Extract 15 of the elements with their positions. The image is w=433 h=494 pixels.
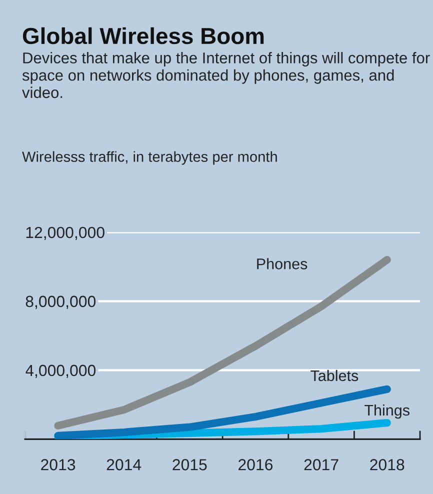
x-tick-label: 2014 <box>106 459 142 470</box>
x-tick-label: 2013 <box>41 459 76 470</box>
x-tick-label: 2018 <box>370 459 404 470</box>
y-tick-label: 8,000,000 <box>26 296 96 310</box>
x-tick-label: 2015 <box>172 459 207 470</box>
text: Phones <box>257 258 308 270</box>
x-tick-label: 2017 <box>304 459 338 470</box>
y-tick-label: 4,000,000 <box>25 364 96 378</box>
y-tick-label: 12,000,000 <box>26 226 104 240</box>
y-axis-title: Wirelesss traffic, in terabytes per month <box>22 151 277 165</box>
chart-subtitle: Devices that make up the Internet of things will compete for space on networks dominated by phones, games, and video. <box>22 52 430 98</box>
series-label: Things <box>364 404 410 419</box>
chart-title: Global Wireless Boom <box>22 27 264 44</box>
x-tick-label: 2016 <box>238 459 273 470</box>
series-label: Tablets <box>310 370 358 382</box>
